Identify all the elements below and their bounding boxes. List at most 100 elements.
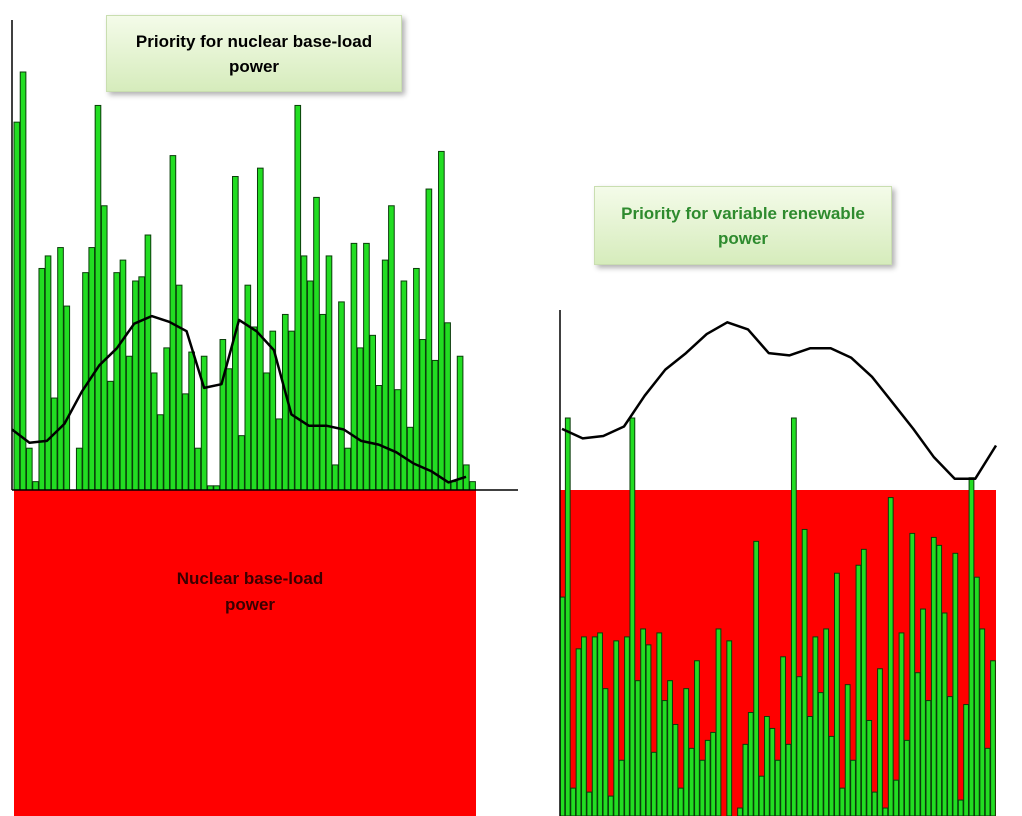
right-bar [963, 704, 969, 816]
left-bar [157, 414, 164, 491]
right-bar [882, 807, 889, 816]
left-bar [444, 322, 451, 491]
right-bar [618, 759, 625, 816]
right-bar [871, 791, 878, 816]
right-bar [952, 552, 959, 816]
right-bar [920, 608, 926, 816]
left-bar [263, 372, 270, 491]
left-bar [107, 380, 114, 491]
right-bar [957, 799, 964, 816]
callout-nuclear-priority: Priority for nuclear base-load power [106, 15, 402, 92]
left-bar [350, 242, 358, 491]
right-bar [710, 731, 716, 816]
right-bar [774, 759, 781, 816]
left-bar [244, 284, 252, 491]
right-bar [914, 672, 921, 816]
right-bar [575, 648, 582, 816]
left-bar [394, 389, 401, 491]
right-bar [683, 688, 690, 816]
left-bar [344, 447, 352, 491]
right-bar [699, 759, 706, 816]
right-bar [990, 660, 996, 816]
right-bar [613, 640, 620, 816]
right-bar [688, 747, 695, 816]
nuclear-block [14, 490, 476, 816]
left-bar [306, 280, 314, 491]
right-bar [925, 700, 932, 816]
left-bar [469, 481, 476, 491]
left-bar [194, 447, 202, 491]
left-bar [313, 196, 320, 491]
right-bar [807, 716, 813, 816]
right-bar [947, 696, 953, 816]
right-bar [898, 632, 905, 816]
callout-renewable-priority: Priority for variable renewable power [594, 186, 892, 265]
left-bar [238, 435, 245, 491]
right-bar [979, 628, 986, 816]
right-bar [597, 632, 603, 816]
left-bar [119, 259, 127, 491]
left-bar [94, 104, 102, 491]
left-bar [88, 247, 96, 491]
left-bar [300, 255, 308, 491]
left-bar [363, 242, 370, 491]
left-bar [175, 284, 183, 491]
right-bar [602, 688, 609, 816]
right-bar [651, 751, 657, 816]
right-bar [586, 791, 593, 816]
left-bar [319, 313, 327, 491]
left-bar [413, 267, 420, 491]
left-bar [32, 481, 39, 491]
right-bar [624, 636, 630, 816]
left-bar [19, 71, 27, 491]
left-bar [369, 334, 376, 491]
right-bar [753, 540, 760, 816]
right-bar [866, 719, 873, 816]
left-bar [381, 259, 389, 491]
callout-nuclear-priority-text: Priority for nuclear base-load power [135, 31, 373, 76]
left-bar [438, 150, 445, 491]
left-bar [132, 280, 139, 491]
left-bar [138, 276, 146, 491]
left-bar [256, 167, 264, 491]
right-bar [850, 759, 856, 816]
right-bar [704, 739, 711, 816]
left-bar [375, 385, 383, 491]
right-bar [677, 787, 684, 816]
right-bar [828, 735, 835, 816]
right-bar [860, 548, 867, 816]
right-bar [747, 712, 754, 816]
nuclear-block-label: Nuclear base-load power [176, 569, 324, 614]
left-bar [294, 104, 302, 491]
right-bar [968, 477, 975, 816]
right-bar [742, 743, 749, 816]
right-bar [941, 612, 948, 816]
left-panel [11, 20, 518, 816]
right-bar [887, 497, 894, 816]
right-bar [656, 632, 663, 816]
left-bars-group [13, 71, 476, 491]
left-bar [125, 355, 133, 491]
left-bar [163, 347, 170, 491]
right-bar [715, 628, 722, 816]
right-bar [737, 807, 743, 816]
right-bar [581, 636, 587, 816]
left-bar [388, 205, 395, 491]
right-bar [570, 787, 577, 816]
right-bar [672, 723, 679, 816]
right-bar [667, 680, 673, 816]
right-bar [629, 417, 636, 816]
right-bar [785, 743, 792, 816]
left-bar [113, 272, 121, 491]
left-bar [57, 247, 64, 491]
right-demand-curve [561, 321, 998, 480]
right-bar [634, 680, 641, 816]
right-bar [790, 417, 797, 816]
left-bar [100, 205, 108, 491]
left-bar [225, 368, 233, 491]
right-bar [640, 628, 647, 816]
right-bar [930, 536, 937, 816]
right-panel [559, 310, 998, 816]
right-bar [812, 636, 819, 816]
callout-renewable-priority-text: Priority for variable renewable power [621, 203, 865, 248]
